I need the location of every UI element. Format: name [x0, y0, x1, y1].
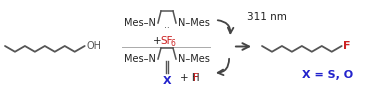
- Text: + H: + H: [180, 73, 200, 83]
- Text: X: X: [163, 77, 171, 86]
- Text: Mes–N: Mes–N: [124, 18, 156, 28]
- Text: Mes–N: Mes–N: [124, 54, 156, 64]
- Text: X = S, O: X = S, O: [302, 70, 353, 80]
- Text: N–Mes: N–Mes: [178, 54, 210, 64]
- Text: SF: SF: [160, 36, 172, 46]
- Text: 311 nm: 311 nm: [247, 12, 287, 22]
- Text: N–Mes: N–Mes: [178, 18, 210, 28]
- Text: 6: 6: [170, 39, 175, 48]
- Text: ··: ··: [164, 24, 170, 33]
- Text: OH: OH: [86, 41, 101, 51]
- Text: F: F: [193, 73, 199, 83]
- Text: F: F: [343, 41, 351, 51]
- Text: +: +: [153, 36, 165, 46]
